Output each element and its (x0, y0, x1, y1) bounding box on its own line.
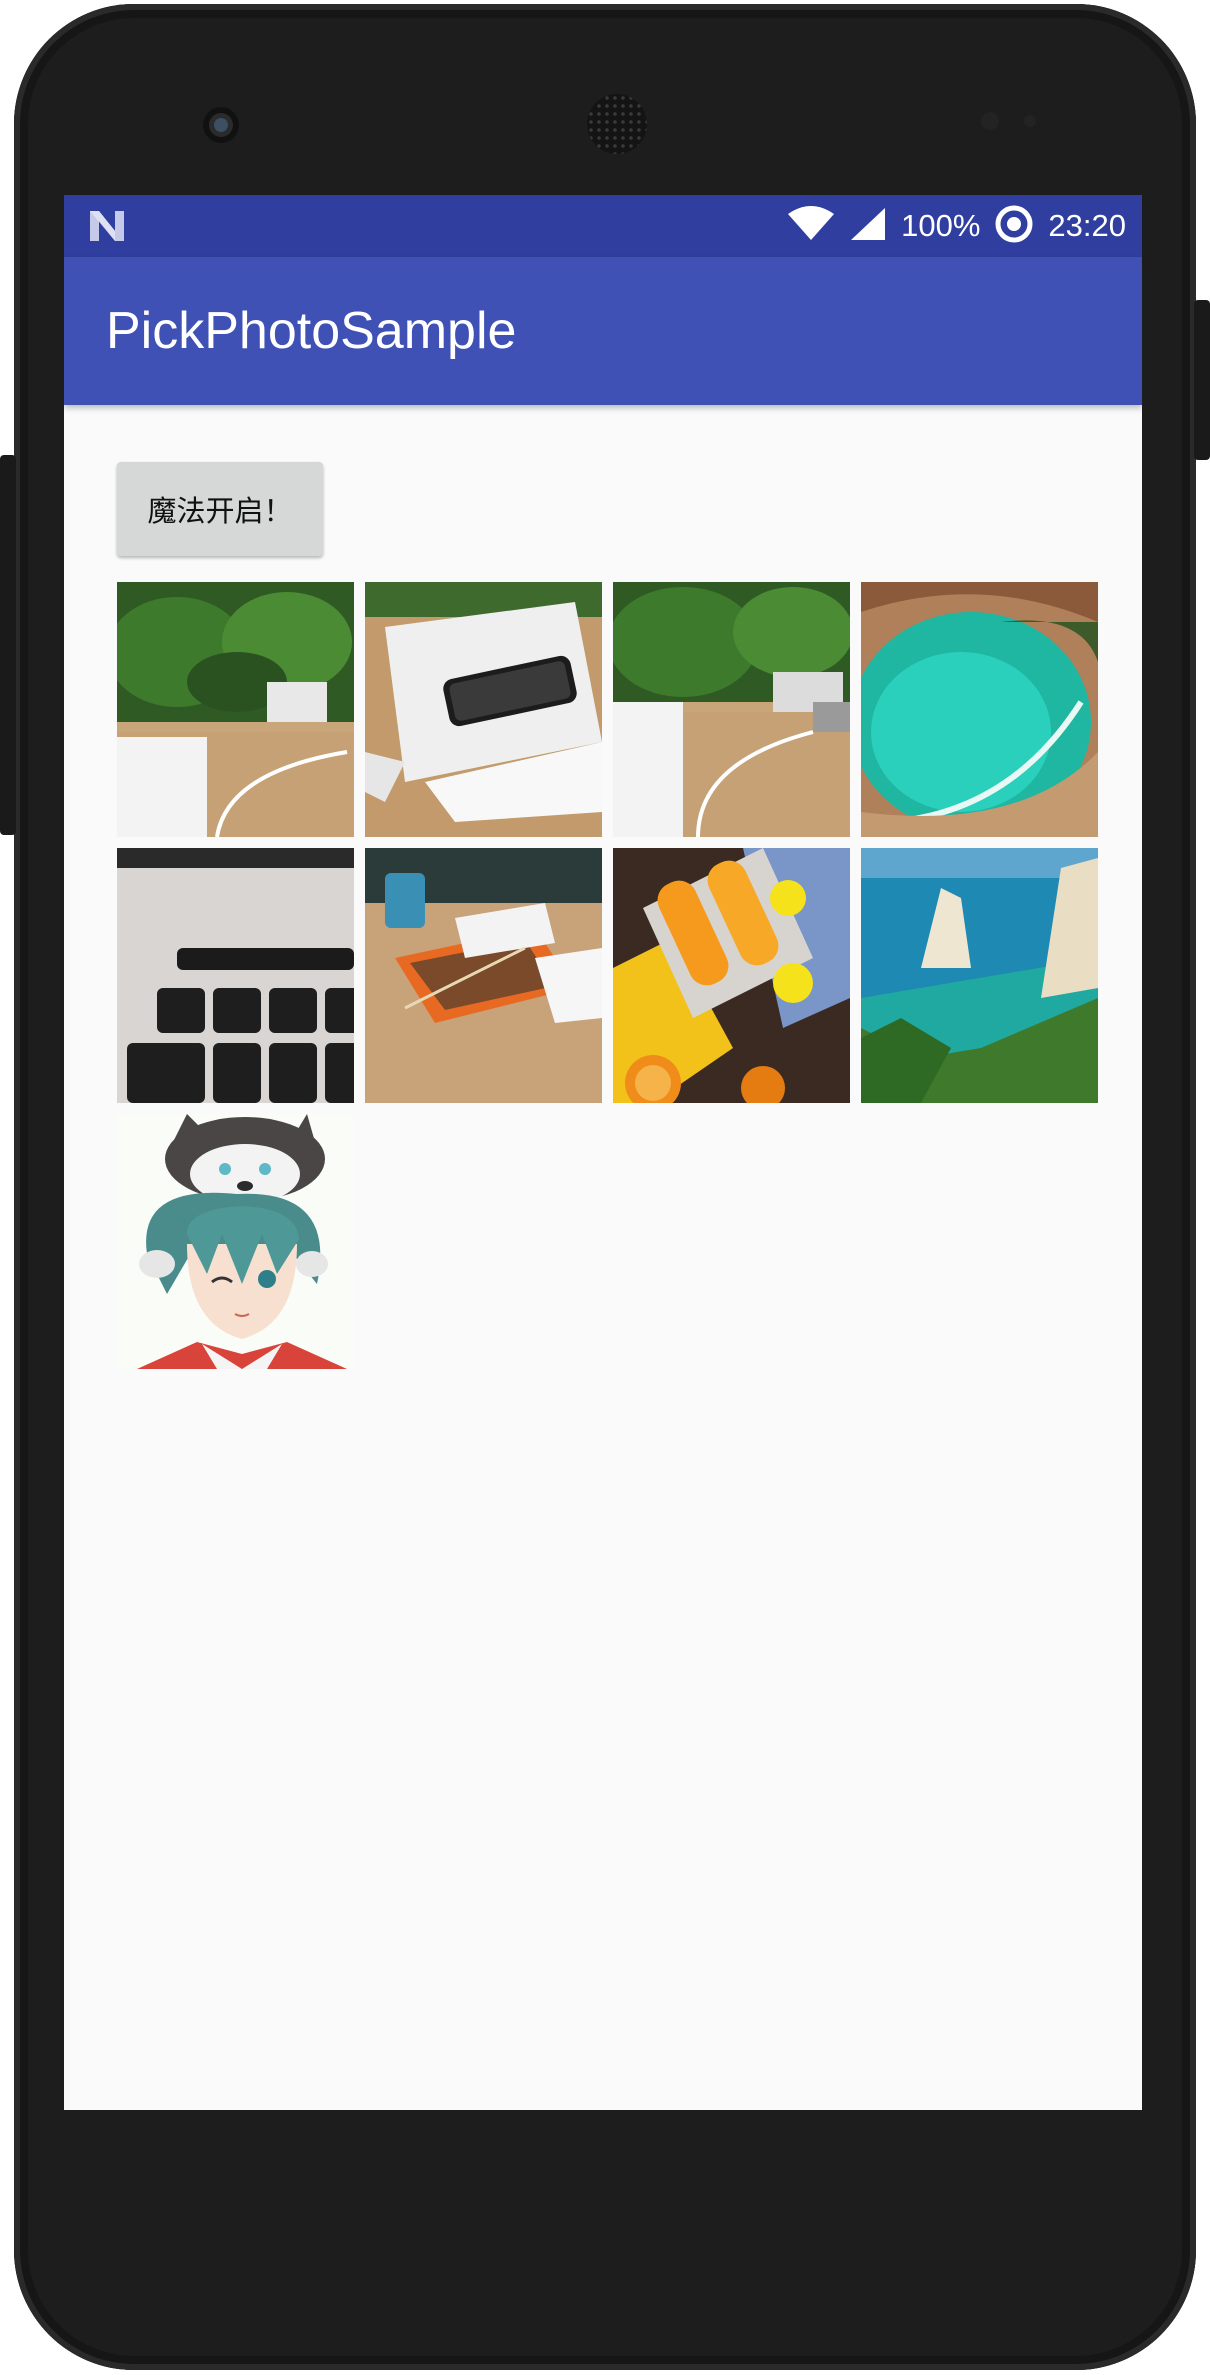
orange-popsicles-photo (613, 848, 850, 1103)
photo-thumbnail[interactable] (365, 848, 602, 1103)
photo-thumbnail[interactable] (613, 848, 850, 1103)
magic-start-button[interactable]: 魔法开启！ (117, 462, 323, 556)
wifi-icon (787, 206, 835, 246)
status-bar: 100% 23:20 (64, 195, 1142, 257)
photo-thumbnail[interactable] (117, 1114, 354, 1369)
photo-thumbnail[interactable] (861, 848, 1098, 1103)
turquoise-lagoon-photo (861, 582, 1098, 837)
cell-signal-icon (849, 206, 887, 246)
app-title: PickPhotoSample (106, 302, 517, 360)
plants-cable-photo (613, 582, 850, 837)
laptop-keyboard-photo (117, 848, 354, 1103)
app-bar: PickPhotoSample (64, 257, 1142, 405)
photo-thumbnail[interactable] (117, 582, 354, 837)
earpiece-speaker (587, 94, 647, 154)
volume-button (0, 455, 16, 835)
sea-cliffs-photo (861, 848, 1098, 1103)
screen: 100% 23:20 PickPhotoSample 魔法开启！ (64, 195, 1142, 2110)
front-camera (203, 107, 239, 143)
plants-desk-photo (117, 582, 354, 837)
proximity-sensor (981, 112, 999, 130)
photo-thumbnail[interactable] (861, 582, 1098, 837)
photo-thumbnail[interactable] (613, 582, 850, 837)
power-button (1194, 300, 1210, 460)
photo-thumbnail[interactable] (117, 848, 354, 1103)
phone-on-notebook-photo (365, 582, 602, 837)
battery-percent: 100% (901, 208, 981, 243)
light-sensor (1024, 115, 1036, 127)
battery-saver-ring-icon (994, 204, 1034, 248)
anime-boy-with-husky-photo (117, 1114, 354, 1369)
photo-thumbnail[interactable] (365, 582, 602, 837)
n-notification-icon (88, 209, 126, 243)
lunch-box-photo (365, 848, 602, 1103)
clock: 23:20 (1048, 208, 1126, 243)
